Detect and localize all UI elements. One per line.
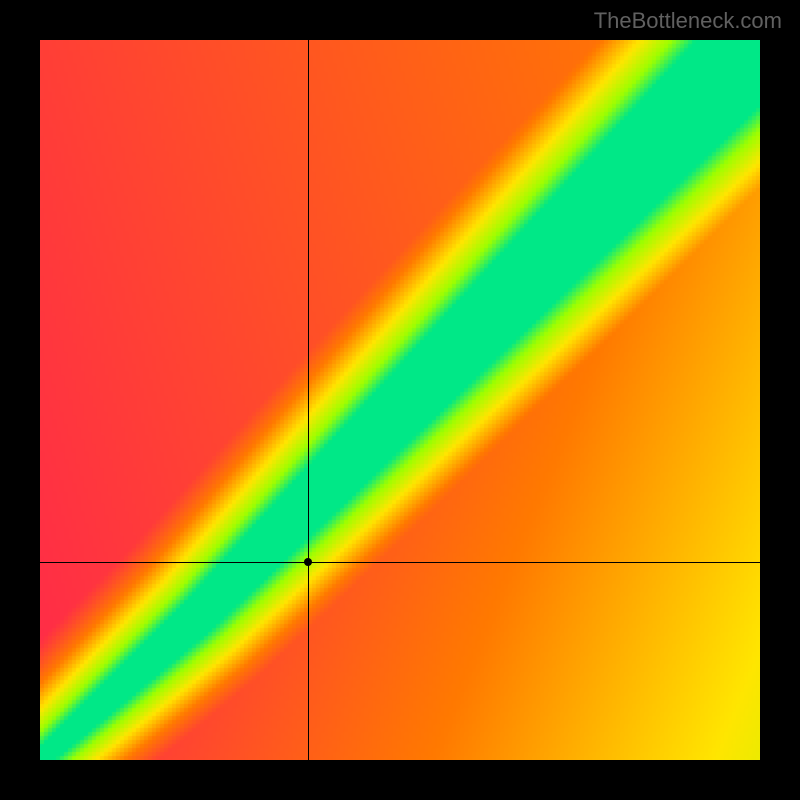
heatmap-canvas <box>40 40 760 760</box>
watermark-text: TheBottleneck.com <box>594 8 782 34</box>
crosshair-horizontal <box>40 562 760 563</box>
marker-dot <box>304 558 312 566</box>
heatmap-plot <box>40 40 760 760</box>
crosshair-vertical <box>308 40 309 760</box>
